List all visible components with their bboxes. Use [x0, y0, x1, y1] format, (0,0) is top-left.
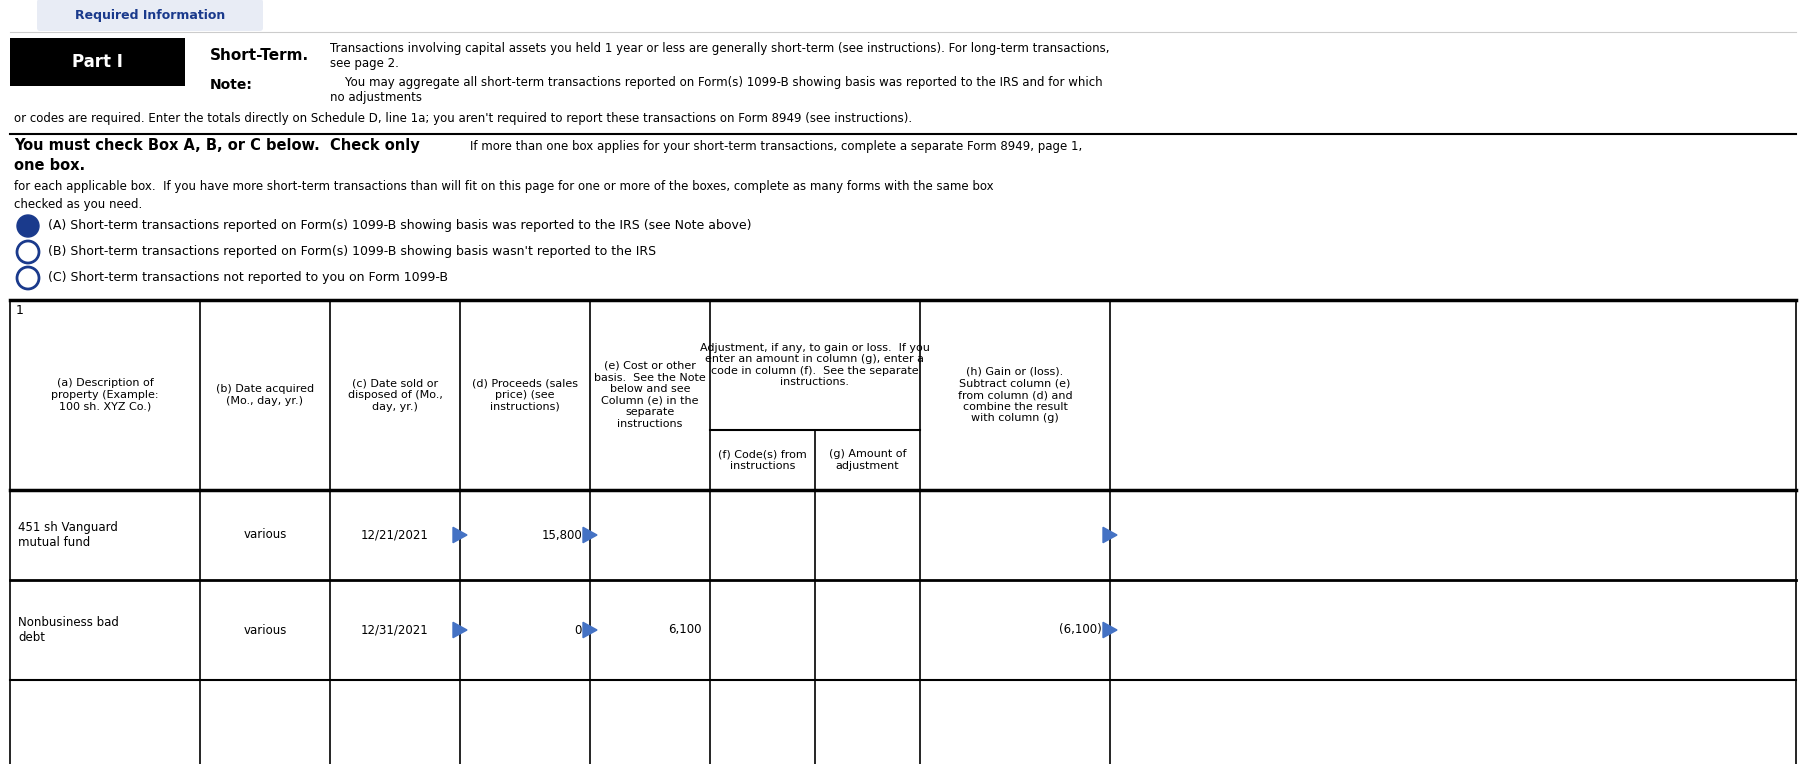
- Polygon shape: [453, 623, 467, 638]
- Polygon shape: [1103, 623, 1115, 638]
- Text: 12/31/2021: 12/31/2021: [361, 623, 428, 636]
- Text: Note:: Note:: [209, 78, 253, 92]
- Text: one box.: one box.: [14, 158, 85, 173]
- Polygon shape: [583, 527, 597, 542]
- Text: various: various: [244, 529, 287, 542]
- Text: You must check Box A, B, or C below.  Check only: You must check Box A, B, or C below. Che…: [14, 138, 419, 153]
- Text: (A) Short-term transactions reported on Form(s) 1099-B showing basis was reporte: (A) Short-term transactions reported on …: [49, 219, 751, 232]
- Text: 1: 1: [16, 304, 23, 317]
- Text: for each applicable box.  If you have more short-term transactions than will fit: for each applicable box. If you have mor…: [14, 180, 993, 193]
- Text: Required Information: Required Information: [74, 8, 226, 21]
- Text: (f) Code(s) from
instructions: (f) Code(s) from instructions: [718, 449, 807, 471]
- Text: Short-Term.: Short-Term.: [209, 48, 309, 63]
- Text: various: various: [244, 623, 287, 636]
- Polygon shape: [1103, 527, 1115, 542]
- Bar: [11, 38, 184, 86]
- Text: 6,100: 6,100: [668, 623, 702, 636]
- Text: (h) Gain or (loss).
Subtract column (e)
from column (d) and
combine the result
w: (h) Gain or (loss). Subtract column (e) …: [957, 367, 1072, 423]
- Text: (d) Proceeds (sales
price) (see
instructions): (d) Proceeds (sales price) (see instruct…: [471, 378, 578, 412]
- Polygon shape: [583, 623, 597, 638]
- Text: checked as you need.: checked as you need.: [14, 198, 143, 211]
- Text: Adjustment, if any, to gain or loss.  If you
enter an amount in column (g), ente: Adjustment, if any, to gain or loss. If …: [700, 342, 930, 387]
- Text: (a) Description of
property (Example:
100 sh. XYZ Co.): (a) Description of property (Example: 10…: [51, 378, 159, 412]
- Text: (g) Amount of
adjustment: (g) Amount of adjustment: [828, 449, 906, 471]
- Circle shape: [16, 215, 40, 237]
- Text: You may aggregate all short-term transactions reported on Form(s) 1099-B showing: You may aggregate all short-term transac…: [330, 76, 1103, 104]
- Text: Transactions involving capital assets you held 1 year or less are generally shor: Transactions involving capital assets yo…: [330, 42, 1108, 70]
- Text: If more than one box applies for your short-term transactions, complete a separa: If more than one box applies for your sh…: [469, 140, 1081, 153]
- Text: or codes are required. Enter the totals directly on Schedule D, line 1a; you are: or codes are required. Enter the totals …: [14, 112, 912, 125]
- FancyBboxPatch shape: [36, 0, 264, 31]
- Polygon shape: [453, 527, 467, 542]
- Text: Nonbusiness bad
debt: Nonbusiness bad debt: [18, 616, 119, 644]
- Text: (c) Date sold or
disposed of (Mo.,
day, yr.): (c) Date sold or disposed of (Mo., day, …: [347, 378, 442, 412]
- Text: 451 sh Vanguard
mutual fund: 451 sh Vanguard mutual fund: [18, 521, 117, 549]
- Text: 12/21/2021: 12/21/2021: [361, 529, 430, 542]
- Text: Part I: Part I: [72, 53, 123, 71]
- Text: 0: 0: [574, 623, 581, 636]
- Text: 15,800: 15,800: [542, 529, 581, 542]
- Text: (6,100): (6,100): [1060, 623, 1101, 636]
- Text: (e) Cost or other
basis.  See the Note
below and see
Column (e) in the
separate
: (e) Cost or other basis. See the Note be…: [594, 361, 706, 429]
- Text: (C) Short-term transactions not reported to you on Form 1099-B: (C) Short-term transactions not reported…: [49, 271, 448, 284]
- Text: (b) Date acquired
(Mo., day, yr.): (b) Date acquired (Mo., day, yr.): [217, 384, 314, 406]
- Text: (B) Short-term transactions reported on Form(s) 1099-B showing basis wasn't repo: (B) Short-term transactions reported on …: [49, 245, 655, 258]
